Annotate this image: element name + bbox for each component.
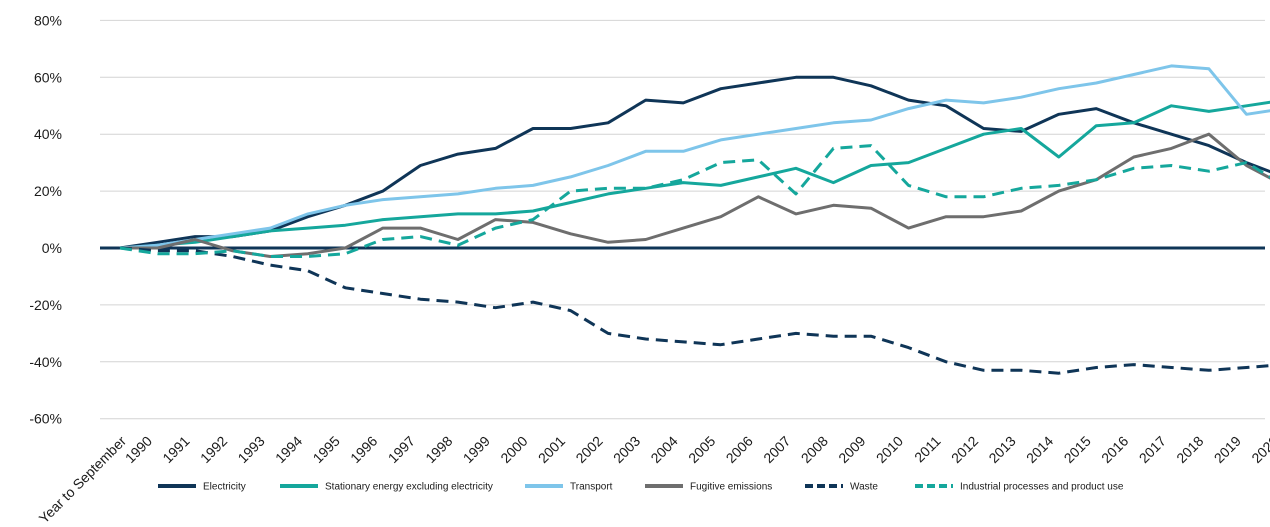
x-tick-label: 2020 — [1248, 433, 1270, 466]
series-line-industrial-processes-and-product-use — [119, 144, 1270, 258]
y-tick-label: 40% — [34, 126, 62, 142]
y-axis-ticks: 80% 60% 40% 20% 0% -20% -40% -60% — [29, 12, 62, 426]
x-tick-label: 2001 — [535, 433, 568, 466]
x-tick-label: 1993 — [234, 433, 267, 466]
x-tick-label: 1995 — [310, 433, 343, 466]
legend-label: Fugitive emissions — [690, 482, 772, 493]
legend: Electricity Stationary energy excluding e… — [158, 482, 1124, 493]
y-tick-label: 20% — [34, 183, 62, 199]
x-tick-label: 2016 — [1098, 433, 1131, 466]
series-line-waste — [119, 246, 1270, 375]
gridlines — [100, 19, 1265, 420]
y-tick-label: 0% — [42, 240, 62, 256]
legend-item: Stationary energy excluding electricity — [280, 482, 493, 493]
y-tick-label: -20% — [29, 297, 62, 313]
x-tick-label: 2014 — [1023, 433, 1056, 466]
legend-item: Transport — [525, 482, 613, 493]
y-tick-label: -60% — [29, 411, 62, 427]
x-tick-label: 1991 — [159, 433, 192, 466]
x-tick-label: 2008 — [798, 433, 831, 466]
x-tick-label: 1998 — [422, 433, 455, 466]
x-tick-label: 2015 — [1061, 433, 1094, 466]
legend-item: Electricity — [158, 482, 246, 493]
legend-label: Stationary energy excluding electricity — [325, 482, 493, 493]
legend-label: Transport — [570, 482, 613, 493]
y-tick-label: 60% — [34, 69, 62, 85]
x-tick-label: 2004 — [647, 433, 680, 466]
legend-item: Industrial processes and product use — [915, 482, 1124, 493]
x-tick-label: 2002 — [572, 433, 605, 466]
x-tick-label: 1999 — [460, 433, 493, 466]
x-tick-label: 2000 — [497, 433, 530, 466]
legend-label: Waste — [850, 482, 878, 493]
x-tick-label: 2006 — [723, 433, 756, 466]
legend-label: Electricity — [203, 482, 246, 493]
x-tick-label: 2009 — [835, 433, 868, 466]
x-tick-label: 1996 — [347, 433, 380, 466]
legend-item: Waste — [805, 482, 878, 493]
x-tick-label: 2010 — [873, 433, 906, 466]
series-line-electricity — [119, 75, 1270, 250]
x-tick-label: 2007 — [760, 433, 793, 466]
x-tick-label: 2013 — [985, 433, 1018, 466]
x-tick-label: 2018 — [1173, 433, 1206, 466]
x-tick-label: 2005 — [685, 433, 718, 466]
x-tick-label: 2019 — [1211, 433, 1244, 466]
series-lines — [119, 64, 1270, 375]
x-tick-label: 1994 — [272, 433, 305, 466]
x-tick-label: 2012 — [948, 433, 981, 466]
x-tick-label: 1990 — [122, 433, 155, 466]
x-tick-label: 2017 — [1136, 433, 1169, 466]
x-tick-label: 2011 — [911, 433, 944, 466]
series-line-stationary-energy-excluding-electricity — [119, 100, 1270, 250]
legend-label: Industrial processes and product use — [960, 482, 1124, 493]
x-axis-title: Year to September — [36, 433, 130, 527]
x-tick-label: 1997 — [385, 433, 418, 466]
y-tick-label: -40% — [29, 354, 62, 370]
x-tick-label: 1992 — [197, 433, 230, 466]
series-line-fugitive-emissions — [120, 132, 1270, 258]
y-tick-label: 80% — [34, 12, 62, 28]
series-line-transport — [119, 64, 1270, 250]
legend-item: Fugitive emissions — [645, 482, 772, 493]
x-tick-label: 2003 — [610, 433, 643, 466]
